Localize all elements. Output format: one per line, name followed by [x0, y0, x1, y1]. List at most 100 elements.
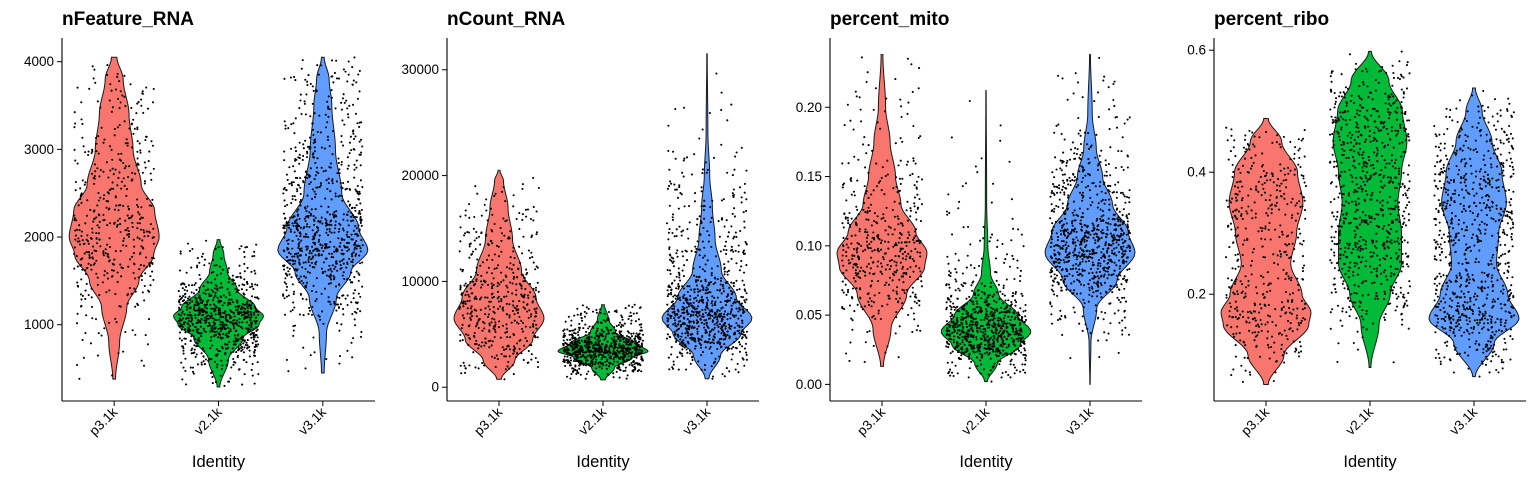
- data-point: [136, 140, 139, 143]
- data-point: [118, 123, 121, 127]
- data-point: [292, 334, 295, 337]
- data-point: [352, 297, 355, 300]
- data-point: [198, 312, 201, 315]
- data-point: [632, 369, 635, 372]
- data-point: [730, 225, 733, 228]
- data-point: [681, 354, 684, 357]
- data-point: [205, 317, 208, 320]
- data-point: [244, 343, 247, 346]
- data-point: [119, 159, 122, 162]
- data-point: [625, 338, 628, 341]
- data-point: [666, 325, 669, 328]
- data-point: [473, 215, 476, 219]
- data-point: [211, 317, 214, 320]
- data-point: [711, 375, 715, 378]
- data-point: [97, 191, 100, 195]
- data-point: [316, 186, 319, 189]
- data-point: [105, 291, 108, 294]
- data-point: [298, 313, 302, 316]
- data-point: [345, 241, 348, 244]
- data-point: [712, 328, 715, 331]
- data-point: [132, 132, 135, 135]
- data-point: [337, 306, 341, 309]
- data-point: [84, 151, 87, 154]
- data-point: [307, 261, 310, 264]
- data-point: [300, 247, 303, 250]
- data-point: [627, 358, 631, 361]
- data-point: [624, 360, 627, 363]
- data-point: [109, 169, 112, 172]
- data-point: [318, 238, 321, 241]
- data-point: [874, 87, 877, 90]
- data-point: [148, 231, 151, 234]
- data-point: [348, 236, 351, 239]
- data-point: [348, 203, 352, 206]
- data-point: [638, 348, 641, 351]
- data-point: [743, 182, 746, 185]
- data-point: [717, 330, 720, 333]
- data-point: [600, 333, 603, 336]
- data-point: [730, 358, 733, 361]
- data-point: [193, 344, 196, 347]
- data-point: [742, 251, 745, 254]
- data-point: [94, 136, 98, 140]
- data-point: [136, 222, 139, 225]
- data-point: [903, 250, 906, 254]
- data-point: [1017, 339, 1020, 342]
- data-point: [864, 341, 867, 344]
- data-point: [845, 250, 848, 254]
- data-point: [745, 169, 748, 172]
- data-point: [624, 366, 627, 369]
- data-point: [179, 250, 182, 253]
- data-point: [487, 254, 490, 257]
- data-point: [254, 310, 257, 313]
- data-point: [293, 75, 296, 79]
- data-point: [872, 108, 875, 111]
- data-point: [346, 278, 349, 281]
- data-point: [95, 272, 98, 275]
- data-point: [636, 370, 639, 373]
- data-point: [469, 275, 473, 279]
- data-point: [177, 290, 180, 293]
- data-point: [958, 200, 961, 203]
- data-point: [113, 127, 116, 131]
- data-point: [689, 302, 692, 305]
- data-point: [738, 269, 741, 272]
- data-point: [994, 330, 997, 333]
- data-point: [998, 297, 1001, 301]
- data-point: [731, 291, 734, 294]
- data-point: [634, 367, 637, 370]
- data-point: [151, 270, 154, 273]
- data-point: [298, 231, 301, 234]
- data-point: [697, 325, 700, 328]
- data-point: [893, 215, 896, 218]
- data-point: [743, 333, 747, 337]
- data-point: [106, 224, 109, 227]
- data-point: [115, 321, 118, 324]
- data-point: [336, 296, 339, 299]
- data-point: [727, 269, 730, 272]
- data-point: [605, 351, 608, 354]
- data-point: [867, 218, 870, 221]
- data-point: [503, 234, 506, 237]
- data-point: [705, 321, 708, 324]
- data-point: [319, 184, 323, 187]
- data-point: [879, 317, 882, 321]
- data-point: [591, 344, 594, 347]
- data-point: [848, 304, 852, 307]
- data-point: [723, 310, 727, 313]
- data-point: [308, 183, 311, 186]
- data-point: [306, 223, 309, 226]
- data-point: [910, 250, 913, 253]
- data-point: [601, 356, 604, 359]
- data-point: [178, 331, 182, 334]
- data-point: [350, 301, 353, 304]
- data-point: [329, 303, 332, 306]
- data-point: [147, 318, 151, 321]
- data-point: [528, 309, 531, 312]
- data-point: [303, 225, 306, 229]
- data-point: [578, 328, 581, 332]
- data-point: [306, 270, 309, 273]
- data-point: [471, 250, 475, 253]
- data-point: [704, 308, 707, 311]
